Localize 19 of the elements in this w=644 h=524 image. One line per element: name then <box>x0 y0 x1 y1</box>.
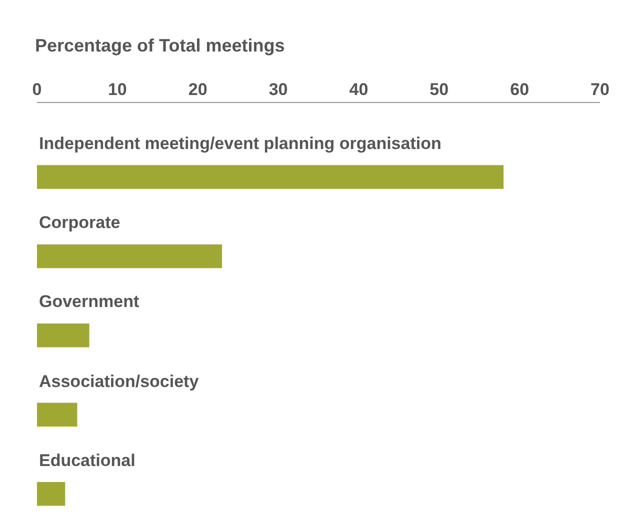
x-tick-label: 50 <box>430 80 449 100</box>
x-tick-label: 30 <box>268 80 288 100</box>
x-tick-label: 60 <box>510 80 530 100</box>
x-tick-label: 10 <box>108 80 127 100</box>
x-tick-label: 70 <box>590 80 610 100</box>
y-tick-label: Association/society <box>39 372 200 391</box>
bar <box>37 482 66 506</box>
x-tick-label: 40 <box>349 80 368 100</box>
x-tick-label: 0 <box>32 80 42 100</box>
x-tick-label: 20 <box>188 80 208 100</box>
bar <box>37 402 78 427</box>
y-tick-label: Government <box>39 292 140 311</box>
bar <box>37 244 222 268</box>
bar <box>37 324 90 348</box>
bar <box>37 165 504 189</box>
y-tick-label: Independent meeting/event planning organisation <box>39 134 442 153</box>
y-tick-label: Corporate <box>39 213 120 232</box>
y-tick-label: Educational <box>39 451 136 470</box>
chart-title: Percentage of Total meetings <box>35 35 285 56</box>
